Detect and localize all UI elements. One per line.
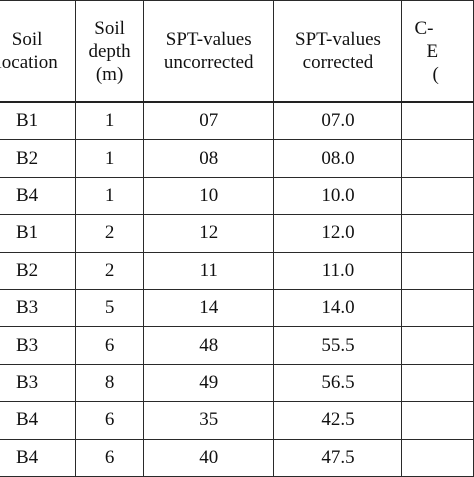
cell-spt-corrected: 14.0 xyxy=(273,288,403,328)
header-line: SPT-values xyxy=(165,29,252,50)
cell-location: B4 xyxy=(0,176,77,216)
table-row: B1 2 12 12.0 xyxy=(0,214,474,253)
cell-location: B2 xyxy=(0,139,77,178)
header-line: (m) xyxy=(95,63,124,85)
cell-spt-uncorrected: 10 xyxy=(142,176,275,216)
cell-spt-corrected: 08.0 xyxy=(273,139,403,178)
cell-location: B4 xyxy=(0,401,77,440)
cell-truncated xyxy=(401,214,474,253)
header-line: location xyxy=(0,52,58,73)
cell-truncated xyxy=(401,401,474,440)
cell-spt-uncorrected: 49 xyxy=(142,363,275,403)
cell-location: B1 xyxy=(0,101,77,141)
cell-spt-uncorrected: 11 xyxy=(142,251,275,290)
cell-spt-corrected: 42.5 xyxy=(273,401,403,440)
cell-location: B3 xyxy=(0,326,77,365)
table-row: B3 6 48 55.5 xyxy=(0,326,474,365)
cell-spt-uncorrected: 14 xyxy=(142,288,275,328)
table-row: B4 6 40 47.5 xyxy=(0,438,474,477)
cell-location: B3 xyxy=(0,363,77,403)
header-spt-uncorrected: SPT-values uncorrected xyxy=(142,0,275,103)
table-row: B2 2 11 11.0 xyxy=(0,251,474,290)
header-line: Soil xyxy=(94,17,125,39)
cell-spt-corrected: 07.0 xyxy=(273,101,403,141)
header-line: ( xyxy=(432,63,439,85)
cell-depth: 6 xyxy=(75,438,144,477)
cell-spt-corrected: 55.5 xyxy=(273,326,403,365)
cell-depth: 1 xyxy=(75,139,144,178)
header-spt-corrected: SPT-values corrected xyxy=(273,0,403,103)
header-row: Soil location Soil depth (m) SPT-values … xyxy=(0,0,474,103)
table-row: B4 1 10 10.0 xyxy=(0,176,474,216)
cell-depth: 1 xyxy=(75,101,144,141)
cell-truncated xyxy=(401,438,474,477)
cell-depth: 6 xyxy=(75,401,144,440)
header-truncated-column: C- E ( xyxy=(401,0,474,103)
cell-spt-corrected: 11.0 xyxy=(273,251,403,290)
cell-truncated xyxy=(401,176,474,216)
cell-location: B1 xyxy=(0,214,77,253)
cell-truncated xyxy=(401,139,474,178)
header-line: SPT-values xyxy=(295,29,381,50)
cell-depth: 2 xyxy=(75,251,144,290)
cell-location: B2 xyxy=(0,251,77,290)
table-row: B3 5 14 14.0 xyxy=(0,288,474,328)
header-line: C- xyxy=(414,17,434,39)
cell-spt-uncorrected: 08 xyxy=(142,139,275,178)
cell-spt-uncorrected: 12 xyxy=(142,214,275,253)
cell-depth: 5 xyxy=(75,288,144,328)
cell-truncated xyxy=(401,363,474,403)
table-row: B4 6 35 42.5 xyxy=(0,401,474,440)
cell-spt-uncorrected: 07 xyxy=(142,101,275,141)
header-soil-location: Soil location xyxy=(0,0,77,103)
cell-depth: 2 xyxy=(75,214,144,253)
cell-spt-corrected: 47.5 xyxy=(273,438,403,477)
header-line: E xyxy=(426,40,439,62)
cell-depth: 8 xyxy=(75,363,144,403)
cell-truncated xyxy=(401,326,474,365)
cell-spt-corrected: 12.0 xyxy=(273,214,403,253)
cell-spt-uncorrected: 48 xyxy=(142,326,275,365)
cell-depth: 1 xyxy=(75,176,144,216)
table-row: B2 1 08 08.0 xyxy=(0,139,474,178)
cell-location: B3 xyxy=(0,288,77,328)
header-line: Soil xyxy=(11,29,43,50)
cell-location: B4 xyxy=(0,438,77,477)
table-row: B3 8 49 56.5 xyxy=(0,363,474,403)
cell-truncated xyxy=(401,101,474,141)
header-line: uncorrected xyxy=(163,52,254,73)
cell-spt-corrected: 56.5 xyxy=(273,363,403,403)
header-line: depth xyxy=(88,40,131,62)
header-line: corrected xyxy=(302,52,374,73)
cell-truncated xyxy=(401,251,474,290)
cell-spt-uncorrected: 35 xyxy=(142,401,275,440)
header-soil-depth: Soil depth (m) xyxy=(75,0,144,103)
table-row: B1 1 07 07.0 xyxy=(0,101,474,141)
cell-depth: 6 xyxy=(75,326,144,365)
cell-spt-corrected: 10.0 xyxy=(273,176,403,216)
cell-spt-uncorrected: 40 xyxy=(142,438,275,477)
cell-truncated xyxy=(401,288,474,328)
